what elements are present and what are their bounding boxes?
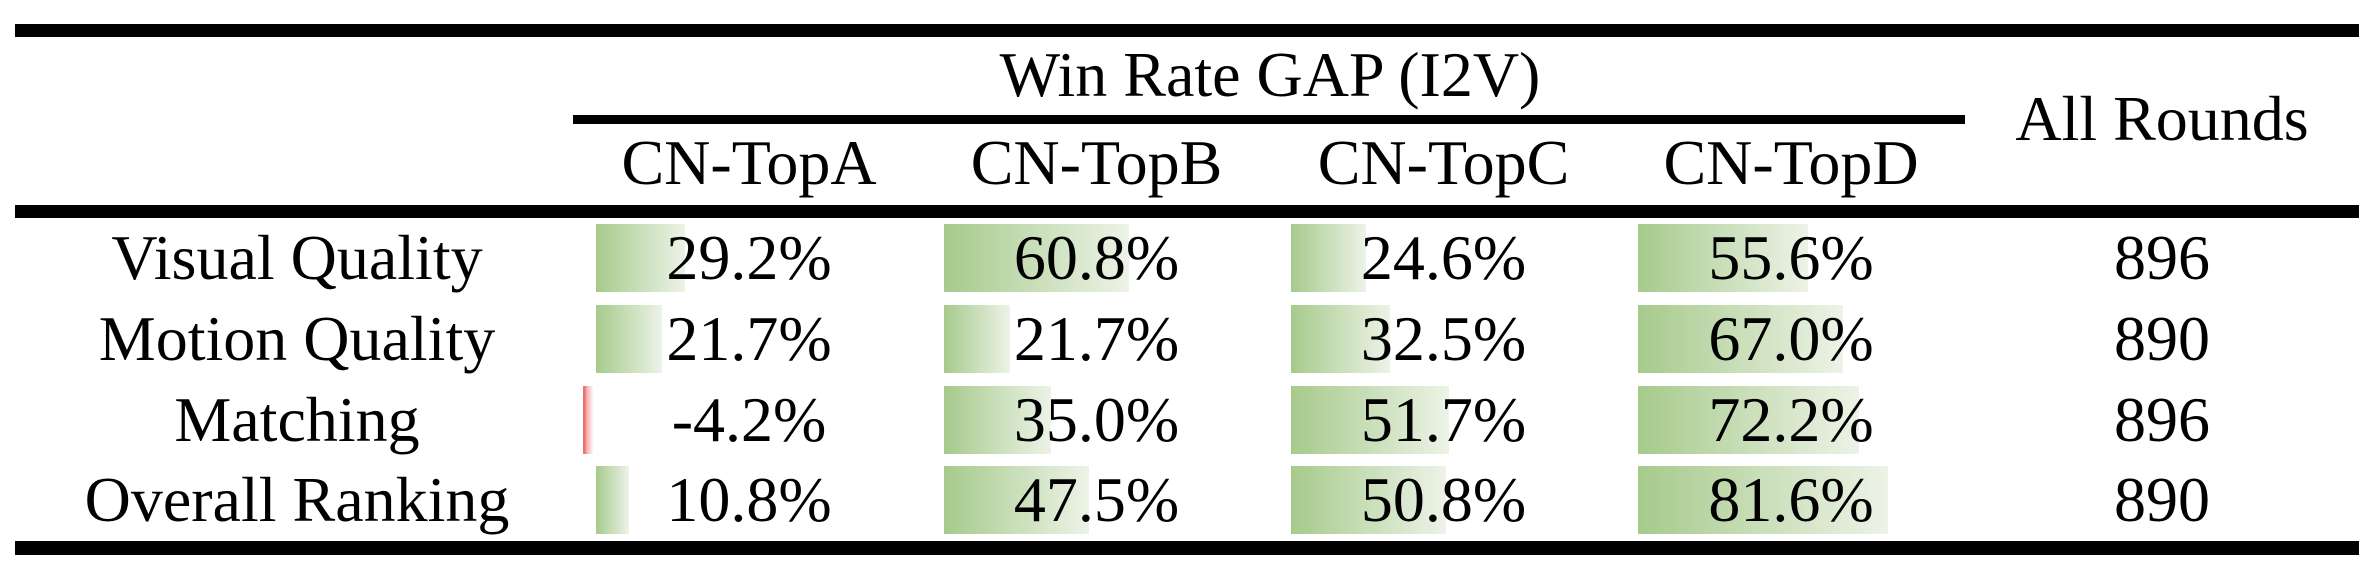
bar-track	[944, 305, 1249, 373]
header-col-cn-topd: CN-TopD	[1663, 127, 1919, 198]
header-col-cn-topb: CN-TopB	[970, 127, 1223, 198]
data-cell: 60.8%	[923, 218, 1270, 298]
data-bar	[1291, 224, 1367, 292]
cell-value: 24.6%	[1360, 222, 1527, 293]
data-cell: 47.5%	[923, 460, 1270, 540]
header-col-cn-topa: CN-TopA	[621, 127, 877, 198]
data-cell: 29.2%	[575, 218, 923, 298]
data-cell: 72.2%	[1617, 380, 1965, 460]
data-bar	[944, 386, 1051, 454]
data-bar	[596, 305, 663, 373]
data-cell: 24.6%	[1270, 218, 1617, 298]
cell-value: 60.8%	[1013, 222, 1180, 293]
bar-track	[1291, 224, 1596, 292]
data-cell: 21.7%	[923, 299, 1270, 379]
row-label-motion-quality: Motion Quality	[98, 303, 496, 374]
row-label-matching: Matching	[174, 384, 420, 455]
data-cell: 81.6%	[1617, 460, 1965, 540]
data-cell: 10.8%	[575, 460, 923, 540]
cell-value: 10.8%	[666, 464, 832, 535]
bar-track	[1638, 466, 1944, 534]
data-bar	[1291, 466, 1446, 534]
data-bar	[596, 224, 686, 292]
header-all-rounds: All Rounds	[2015, 83, 2309, 154]
data-bar	[596, 466, 630, 534]
header-group-title: Win Rate GAP (I2V)	[999, 39, 1541, 110]
data-bar	[944, 305, 1011, 373]
bar-track	[1638, 386, 1944, 454]
cell-value: 55.6%	[1708, 222, 1874, 293]
bottom-rule	[15, 541, 2359, 555]
bar-track	[596, 305, 902, 373]
bar-track	[1291, 466, 1596, 534]
cell-value: 29.2%	[666, 222, 832, 293]
row-label-visual-quality: Visual Quality	[111, 222, 483, 293]
all-rounds-value: 890	[2114, 303, 2210, 374]
data-cell: 51.7%	[1270, 380, 1617, 460]
data-bar	[1638, 386, 1859, 454]
cell-value: -4.2%	[671, 384, 827, 455]
cell-value: 47.5%	[1013, 464, 1180, 535]
cell-value: 51.7%	[1360, 384, 1527, 455]
data-bar	[944, 466, 1089, 534]
all-rounds-value: 896	[2114, 222, 2210, 293]
bar-track	[1638, 224, 1944, 292]
bar-track	[944, 386, 1249, 454]
row-label-overall-ranking: Overall Ranking	[84, 464, 510, 535]
cell-value: 72.2%	[1708, 384, 1874, 455]
data-cell: 67.0%	[1617, 299, 1965, 379]
cell-value: 21.7%	[1013, 303, 1180, 374]
bar-track	[596, 466, 902, 534]
all-rounds-value: 890	[2114, 464, 2210, 535]
data-cell: 50.8%	[1270, 460, 1617, 540]
bar-track	[596, 224, 902, 292]
cell-value: 50.8%	[1360, 464, 1527, 535]
data-bar	[1638, 224, 1809, 292]
cell-value: 35.0%	[1013, 384, 1180, 455]
data-cell: 21.7%	[575, 299, 923, 379]
cell-value: 21.7%	[666, 303, 832, 374]
data-bar	[944, 224, 1130, 292]
header-col-cn-topc: CN-TopC	[1317, 127, 1570, 198]
data-cell: 35.0%	[923, 380, 1270, 460]
bar-track	[944, 466, 1249, 534]
cell-value: 67.0%	[1708, 303, 1874, 374]
bar-track	[1291, 305, 1596, 373]
bar-track	[583, 386, 902, 454]
data-bar	[1638, 305, 1844, 373]
data-cell: 55.6%	[1617, 218, 1965, 298]
group-underline-rule	[573, 115, 1965, 124]
bar-track	[944, 224, 1249, 292]
bar-track	[1638, 305, 1944, 373]
data-cell: -4.2%	[575, 380, 923, 460]
data-bar	[1291, 386, 1449, 454]
data-cell: 32.5%	[1270, 299, 1617, 379]
header-body-rule	[15, 205, 2359, 218]
data-bar	[1291, 305, 1391, 373]
cell-value: 81.6%	[1708, 464, 1874, 535]
cell-value: 32.5%	[1360, 303, 1527, 374]
all-rounds-value: 896	[2114, 384, 2210, 455]
data-bar	[1638, 466, 1888, 534]
bar-track	[1291, 386, 1596, 454]
top-rule	[15, 24, 2359, 37]
negative-data-bar	[583, 386, 596, 454]
